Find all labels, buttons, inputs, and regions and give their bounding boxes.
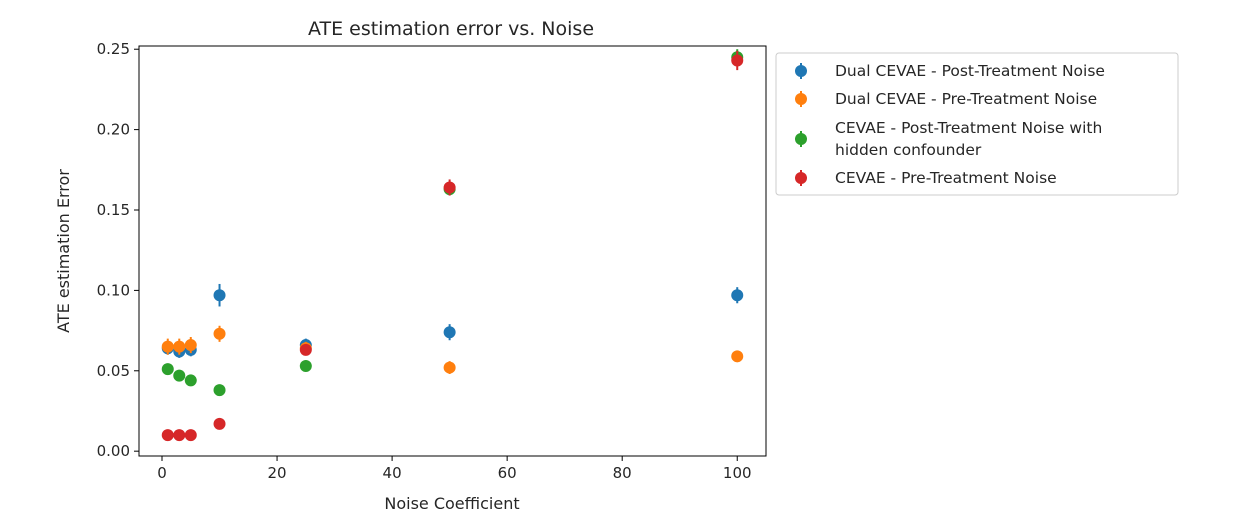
legend-item: CEVAE - Post-Treatment Noise with hidden … (795, 119, 1102, 159)
y-tick-label: 0.20 (97, 121, 130, 139)
data-marks (161, 49, 744, 442)
series-1 (161, 283, 744, 358)
y-tick-label: 0.05 (97, 362, 130, 380)
y-tick-label: 0.15 (97, 201, 130, 219)
legend-marker (795, 93, 807, 105)
legend-item: Dual CEVAE - Pre-Treatment Noise (795, 90, 1097, 108)
legend-items: Dual CEVAE - Post-Treatment Noise Dual CE… (795, 62, 1105, 187)
data-point (213, 417, 226, 430)
data-point (213, 327, 226, 340)
data-point (213, 289, 226, 302)
legend-marker (795, 133, 807, 145)
legend-label: Dual CEVAE - Post-Treatment Noise (835, 62, 1105, 80)
data-point (184, 339, 197, 352)
legend-marker (795, 172, 807, 184)
data-point (731, 54, 744, 67)
legend-marker (795, 65, 807, 77)
data-point (173, 369, 186, 382)
x-tick-label: 0 (157, 464, 167, 482)
legend-frame (775, 52, 1179, 196)
legend: Dual CEVAE - Post-Treatment Noise Dual CE… (775, 52, 1179, 196)
data-point (161, 429, 174, 442)
data-point (731, 350, 744, 363)
data-point (731, 289, 744, 302)
series-3 (161, 49, 744, 397)
chart-title: ATE estimation error vs. Noise (308, 18, 594, 40)
data-point (443, 361, 456, 374)
x-tick-label: 20 (268, 464, 287, 482)
data-point (443, 326, 456, 339)
data-point (184, 429, 197, 442)
data-point (213, 384, 226, 397)
data-point (299, 343, 312, 356)
data-point (161, 363, 174, 376)
y-tick-label: 0.25 (97, 40, 130, 58)
x-tick-label: 100 (723, 464, 752, 482)
data-point (184, 374, 197, 387)
plot-area: 0 20 40 60 80 100 0.00 0.05 0.10 0.15 0.20 0.25 (97, 40, 767, 482)
legend-label: CEVAE - Pre-Treatment Noise (835, 169, 1057, 187)
series-4 (161, 50, 744, 442)
x-tick-label: 80 (613, 464, 632, 482)
y-tick-label: 0.10 (97, 281, 130, 299)
y-axis-label: ATE estimation Error (54, 169, 73, 333)
data-point (173, 340, 186, 353)
legend-item: Dual CEVAE - Post-Treatment Noise (795, 62, 1105, 80)
x-tick-label: 40 (383, 464, 402, 482)
y-axis-ticks: 0.00 0.05 0.10 0.15 0.20 0.25 (97, 40, 139, 460)
legend-label: CEVAE - Post-Treatment Noise with (835, 119, 1102, 137)
y-tick-label: 0.00 (97, 442, 130, 460)
legend-item: CEVAE - Pre-Treatment Noise (795, 169, 1057, 187)
plot-frame (138, 45, 767, 457)
data-point (173, 429, 186, 442)
x-axis-ticks: 0 20 40 60 80 100 (157, 456, 752, 482)
data-point (299, 359, 312, 372)
x-tick-label: 60 (498, 464, 517, 482)
data-point (443, 181, 456, 194)
legend-label: hidden confounder (835, 141, 982, 159)
data-point (161, 340, 174, 353)
x-axis-label: Noise Coefficient (384, 494, 519, 513)
legend-label: Dual CEVAE - Pre-Treatment Noise (835, 90, 1097, 108)
